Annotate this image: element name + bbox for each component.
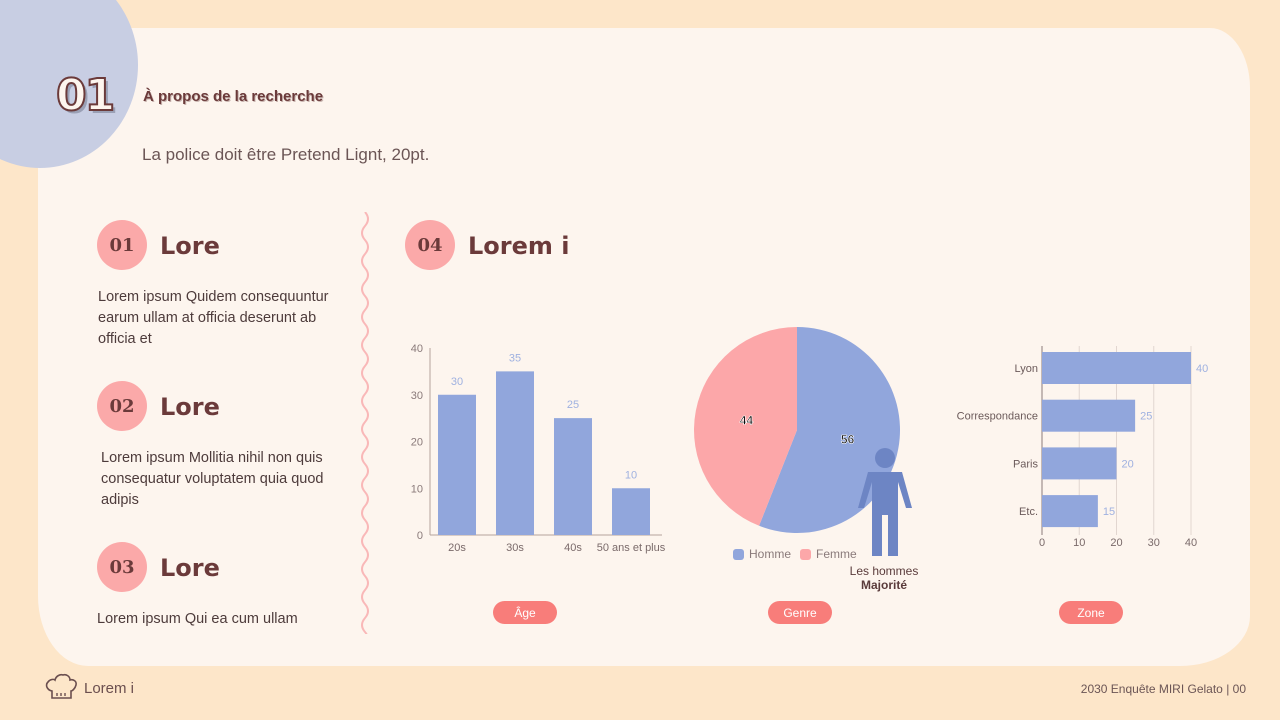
footer-info: 2030 Enquête MIRI Gelato | 00 bbox=[1080, 682, 1246, 696]
zone-x-tick: 20 bbox=[1110, 537, 1122, 549]
age-x-tick: 30s bbox=[506, 542, 524, 554]
age-bar bbox=[496, 371, 534, 535]
section-1-number: 01 bbox=[97, 220, 147, 270]
legend-swatch bbox=[733, 549, 744, 560]
age-button[interactable]: Âge bbox=[493, 601, 557, 624]
age-y-tick: 10 bbox=[411, 483, 423, 495]
wavy-divider bbox=[361, 212, 369, 634]
chef-hat-icon bbox=[45, 673, 77, 699]
zone-bar bbox=[1042, 352, 1191, 384]
zone-bar-label: 25 bbox=[1140, 411, 1152, 423]
age-bar-label: 25 bbox=[567, 399, 579, 411]
zone-x-tick: 0 bbox=[1039, 537, 1045, 549]
zone-y-tick: Etc. bbox=[1019, 506, 1038, 518]
age-y-tick: 30 bbox=[411, 390, 423, 402]
slide-title: À propos de la recherche bbox=[143, 88, 324, 105]
age-y-tick: 40 bbox=[411, 343, 423, 355]
age-x-tick: 20s bbox=[448, 542, 466, 554]
zone-y-tick: Paris bbox=[1013, 458, 1039, 470]
pie-label: 44 bbox=[740, 413, 754, 427]
zone-bar-label: 15 bbox=[1103, 506, 1115, 518]
zone-bar bbox=[1042, 399, 1136, 432]
age-bar-label: 35 bbox=[509, 352, 521, 364]
legend-label: Femme bbox=[816, 547, 857, 561]
zone-bar-label: 40 bbox=[1196, 363, 1208, 375]
annotation-line-2: Majorité bbox=[860, 578, 907, 592]
section-4-number: 04 bbox=[405, 220, 455, 270]
legend-label: Homme bbox=[749, 547, 791, 561]
zone-x-tick: 10 bbox=[1073, 537, 1085, 549]
section-1-title: Lore bbox=[160, 232, 220, 260]
slide-subtitle: La police doit être Pretend Lignt, 20pt. bbox=[142, 145, 430, 164]
section-3-text: Lorem ipsum Qui ea cum ullam bbox=[97, 611, 298, 627]
person-icon-head bbox=[875, 448, 895, 468]
zone-x-tick: 40 bbox=[1185, 537, 1197, 549]
pie-slice-femme bbox=[694, 327, 797, 526]
legend-swatch bbox=[800, 549, 811, 560]
section-3-title: Lore bbox=[160, 554, 220, 582]
zone-button[interactable]: Zone bbox=[1059, 601, 1123, 624]
content-panel bbox=[38, 28, 1250, 666]
age-y-tick: 0 bbox=[417, 530, 423, 542]
genre-button[interactable]: Genre bbox=[768, 601, 832, 624]
section-4-title: Lorem i bbox=[468, 232, 570, 260]
section-2-text: Lorem ipsum Mollitia nihil non quis cons… bbox=[101, 450, 324, 508]
pie-annotation: Les hommes Majorité bbox=[836, 564, 932, 592]
zone-bar-label: 20 bbox=[1122, 458, 1134, 470]
person-icon bbox=[858, 472, 912, 556]
pie-slice-homme bbox=[759, 327, 901, 533]
zone-y-tick: Correspondance bbox=[957, 411, 1038, 423]
section-3-number: 03 bbox=[97, 542, 147, 592]
age-x-tick: 40s bbox=[564, 542, 582, 554]
zone-bar bbox=[1042, 447, 1117, 480]
section-2-title: Lore bbox=[160, 393, 220, 421]
section-1-text: Lorem ipsum Quidem consequuntur earum ul… bbox=[98, 289, 329, 347]
pie-label: 56 bbox=[841, 433, 855, 447]
age-y-tick: 20 bbox=[411, 437, 423, 449]
footer-brand: Lorem i bbox=[84, 680, 135, 697]
section-2-number: 02 bbox=[97, 381, 147, 431]
annotation-line-1: Les hommes bbox=[849, 564, 919, 578]
slide-number: 01 bbox=[55, 69, 116, 122]
zone-y-tick: Lyon bbox=[1015, 363, 1038, 375]
age-bar bbox=[438, 394, 476, 535]
zone-bar bbox=[1042, 495, 1098, 528]
age-bar bbox=[554, 418, 592, 535]
zone-x-tick: 30 bbox=[1148, 537, 1160, 549]
age-bar-label: 10 bbox=[625, 469, 637, 481]
age-bar bbox=[612, 488, 650, 535]
age-bar-label: 30 bbox=[451, 376, 463, 388]
age-x-tick: 50 ans et plus bbox=[597, 542, 666, 554]
